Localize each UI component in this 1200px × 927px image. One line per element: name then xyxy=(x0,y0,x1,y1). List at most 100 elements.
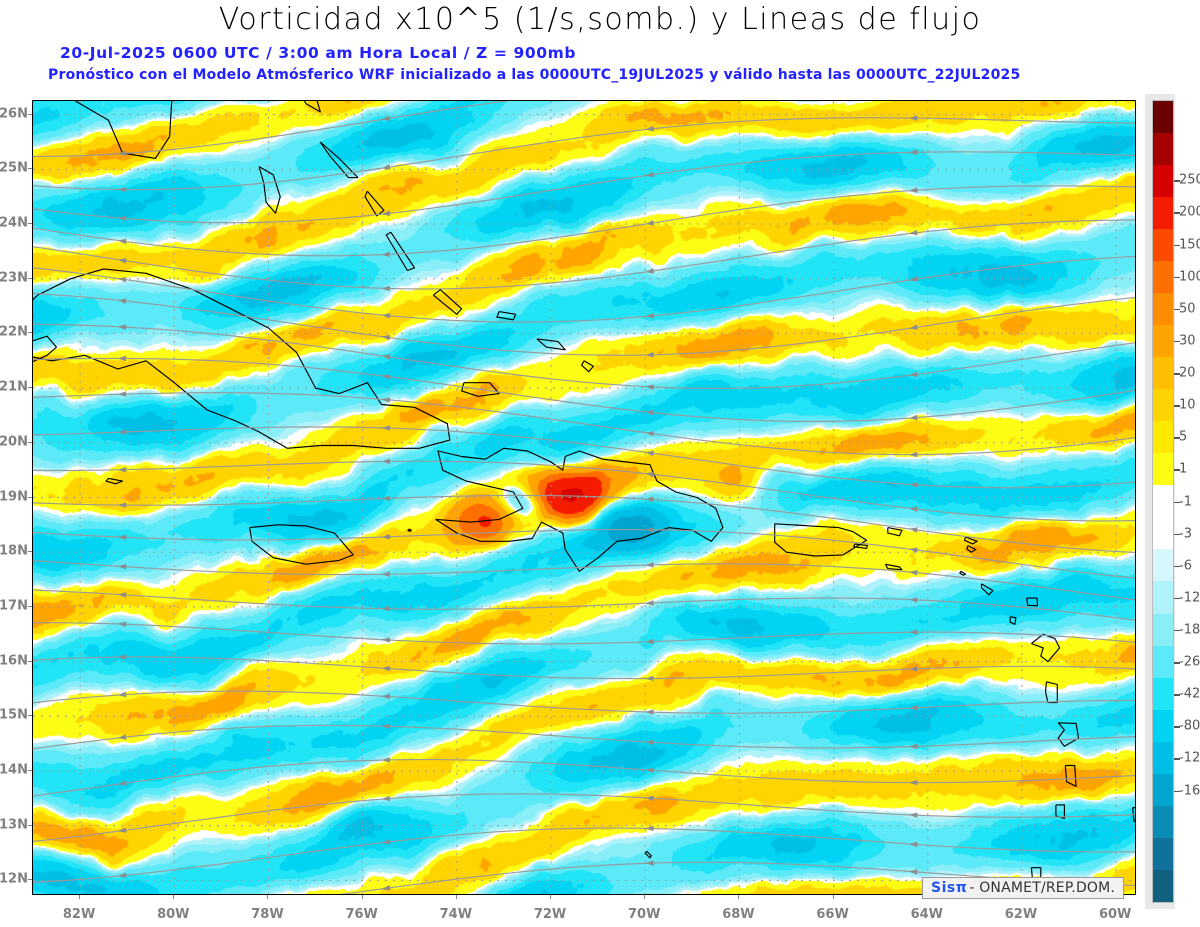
streamline-arrow xyxy=(645,639,653,645)
coastline-stcroix xyxy=(885,564,902,570)
colorbar-tick-label: -6 xyxy=(1179,558,1192,573)
colorbar-segment xyxy=(1153,357,1173,389)
streamline xyxy=(33,461,1135,521)
y-tick-label: 19N xyxy=(0,489,28,504)
streamline-arrow xyxy=(118,429,126,435)
colorbar-segment xyxy=(1153,870,1173,902)
y-tick-label: 13N xyxy=(0,817,28,832)
streamline-arrow xyxy=(909,507,918,513)
colorbar-segment xyxy=(1153,774,1173,806)
colorbar-segment xyxy=(1153,325,1173,357)
y-tick-label: 16N xyxy=(0,653,28,668)
streamline-arrow xyxy=(909,452,917,458)
colorbar-tick-label: 10 xyxy=(1179,398,1196,413)
coastline-stkitts xyxy=(982,584,993,595)
colorbar-tick-label: 20 xyxy=(1179,366,1196,381)
colorbar-segment xyxy=(1153,133,1173,165)
y-axis-ticks: 26N25N24N23N22N21N20N19N18N17N16N15N14N1… xyxy=(0,100,32,895)
streamline-arrow xyxy=(645,410,654,416)
streamline-arrow xyxy=(118,654,126,660)
streamline-arrow xyxy=(382,571,390,577)
coastline-caicos2 xyxy=(582,361,594,372)
streamline-arrow xyxy=(118,239,127,244)
streamline-arrow xyxy=(118,622,126,628)
coastline-cat xyxy=(365,191,384,216)
coastline-antigua xyxy=(1027,598,1038,606)
streamline-arrow xyxy=(645,600,653,606)
x-tick-label: 82W xyxy=(63,907,95,922)
colorbar-tick-label: -160 xyxy=(1179,783,1200,798)
y-tick-label: 25N xyxy=(0,161,28,176)
coastline-stmartin xyxy=(967,546,976,553)
colorbar-segment xyxy=(1153,421,1173,453)
streamline-arrow xyxy=(118,734,127,740)
streamline-arrow xyxy=(909,276,918,281)
colorbar: 2502001501005030201051-1-3-6-12-18-26-42… xyxy=(1145,94,1200,909)
coastline-acklins xyxy=(433,290,461,315)
coastline-vieques xyxy=(854,544,868,548)
x-tick-label: 64W xyxy=(911,907,943,922)
streamline xyxy=(33,657,1135,679)
colorbar-segment xyxy=(1153,678,1173,710)
streamline-arrow xyxy=(909,527,918,533)
streamline-arrow xyxy=(645,562,653,568)
streamline-arrow xyxy=(645,268,654,274)
streamline-arrow xyxy=(382,374,391,379)
streamline xyxy=(33,186,1135,256)
colorbar-segment xyxy=(1153,549,1173,581)
streamline-arrow xyxy=(118,298,127,304)
colorbar-segment xyxy=(1153,838,1173,870)
streamline-arrow xyxy=(909,780,917,786)
x-tick-label: 62W xyxy=(1005,907,1037,922)
colorbar-segment xyxy=(1153,165,1173,197)
coastline-dominica xyxy=(1046,682,1058,703)
colorbar-segment xyxy=(1153,581,1173,613)
coastline-longisl xyxy=(386,232,414,270)
coastline-montserrat xyxy=(1010,617,1016,625)
streamline-arrow xyxy=(118,391,126,397)
coastline-navassa xyxy=(408,529,411,531)
streamline-arrow xyxy=(645,527,653,533)
colorbar-tick-label: -42 xyxy=(1179,687,1200,702)
x-tick-label: 80W xyxy=(157,907,189,922)
colorbar-segment xyxy=(1153,485,1173,517)
coastline-turks xyxy=(537,339,565,350)
coastline-abaco xyxy=(297,101,321,112)
coastline-pr xyxy=(775,524,867,556)
streamline-arrow xyxy=(645,431,654,436)
streamline-arrow xyxy=(909,813,917,819)
coastline-jamaica xyxy=(250,525,354,564)
coastline-virgin xyxy=(888,528,902,536)
streamline-arrow xyxy=(909,150,917,156)
streamline-arrow xyxy=(909,372,918,377)
streamline-arrow xyxy=(118,277,127,282)
subtitle-valid-time: 20-Jul-2025 0600 UTC / 3:00 am Hora Loca… xyxy=(60,44,576,62)
coastline-andros xyxy=(259,167,280,214)
streamline-arrow xyxy=(382,313,391,319)
streamline-arrow xyxy=(645,352,653,358)
streamline-arrow xyxy=(382,425,390,431)
streamline-arrow xyxy=(645,172,654,177)
colorbar-segment xyxy=(1153,517,1173,549)
colorbar-segment xyxy=(1153,101,1173,133)
streamline-arrow xyxy=(382,724,390,730)
streamline xyxy=(33,101,1135,156)
y-tick-label: 15N xyxy=(0,708,28,723)
colorbar-segment xyxy=(1153,389,1173,421)
streamline-arrow xyxy=(909,482,917,488)
streamline xyxy=(33,560,1135,601)
map-plot-area[interactable] xyxy=(32,100,1136,895)
colorbar-tick-label: 1 xyxy=(1179,462,1187,477)
colorbar-segment xyxy=(1153,742,1173,774)
streamline-arrow xyxy=(382,164,391,169)
streamline-arrow xyxy=(382,637,390,643)
streamline-arrow xyxy=(382,534,390,540)
streamline-arrow xyxy=(382,496,390,502)
x-tick-label: 60W xyxy=(1099,907,1131,922)
streamline-arrow xyxy=(645,384,653,390)
streamline-arrow xyxy=(382,286,390,292)
y-tick-label: 24N xyxy=(0,216,28,231)
streamline-arrow xyxy=(382,354,391,360)
streamline-arrow xyxy=(645,451,654,457)
streamline-arrow xyxy=(645,709,653,715)
